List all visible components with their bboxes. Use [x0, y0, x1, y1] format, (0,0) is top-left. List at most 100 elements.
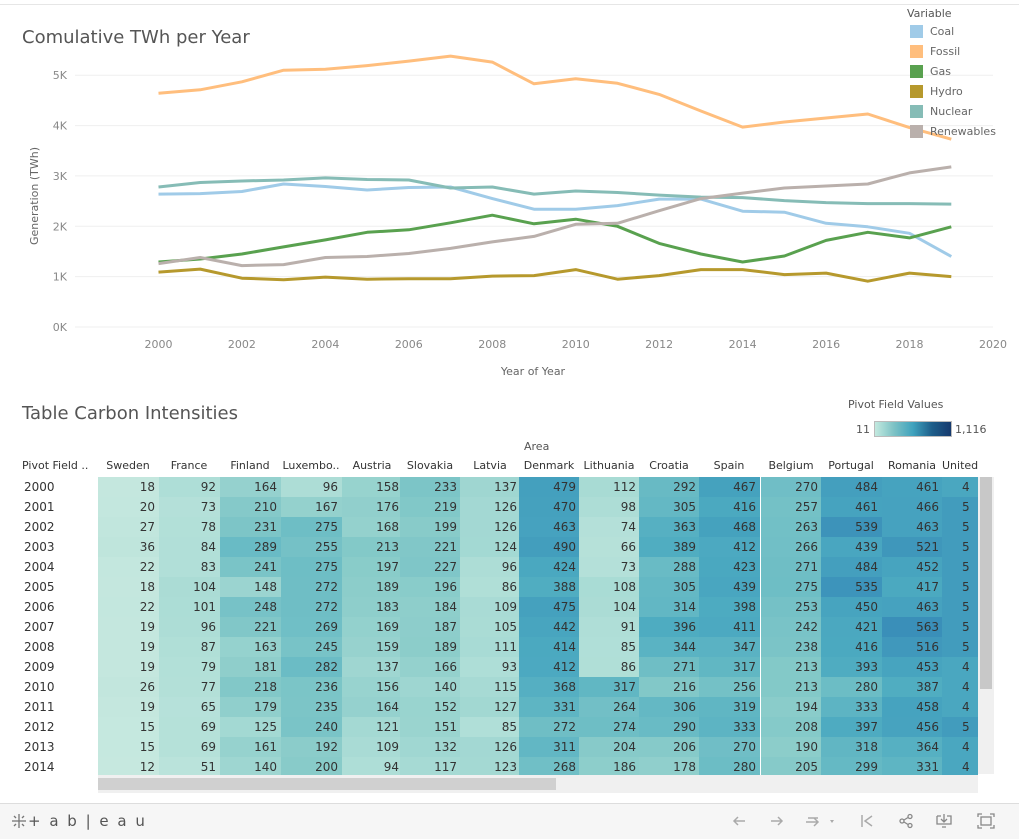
heatmap-cell[interactable]: 19 [98, 657, 159, 677]
heatmap-cell[interactable]: 19 [98, 637, 159, 657]
heatmap-cell[interactable]: 140 [220, 757, 281, 777]
heatmap-cell[interactable]: 468 [699, 517, 760, 537]
row-header-label[interactable]: Pivot Field .. [22, 459, 89, 472]
heatmap-cell[interactable]: 397 [821, 717, 882, 737]
heatmap-cell[interactable]: 163 [220, 637, 281, 657]
heatmap-cell[interactable]: 74 [579, 517, 640, 537]
heatmap-cell[interactable]: 86 [579, 657, 640, 677]
heatmap-cell[interactable]: 205 [761, 757, 822, 777]
column-header[interactable]: Finland [230, 459, 270, 472]
series-line-renewables[interactable] [158, 165, 952, 268]
heatmap-cell[interactable]: 104 [579, 597, 640, 617]
heatmap-cell[interactable]: 467 [699, 477, 760, 497]
row-year-label[interactable]: 2004 [24, 560, 55, 574]
heatmap-cell[interactable]: 289 [220, 537, 281, 557]
heatmap-cell[interactable]: 442 [519, 617, 580, 637]
heatmap-cell[interactable]: 4 [942, 757, 978, 777]
heatmap-cell[interactable]: 236 [281, 677, 342, 697]
heatmap-cell[interactable]: 275 [761, 577, 822, 597]
heatmap-cell[interactable]: 213 [342, 537, 403, 557]
heatmap-cell[interactable]: 179 [220, 697, 281, 717]
heatmap-cell[interactable]: 461 [882, 477, 943, 497]
heatmap-cell[interactable]: 151 [400, 717, 461, 737]
heatmap-cell[interactable]: 479 [519, 477, 580, 497]
heatmap-cell[interactable]: 299 [821, 757, 882, 777]
heatmap-cell[interactable]: 101 [159, 597, 220, 617]
heatmap-cell[interactable]: 484 [821, 477, 882, 497]
heatmap-cell[interactable]: 27 [98, 517, 159, 537]
heatmap-cell[interactable]: 417 [882, 577, 943, 597]
heatmap-cell[interactable]: 93 [460, 657, 521, 677]
heatmap-cell[interactable]: 292 [639, 477, 700, 497]
heatmap-cell[interactable]: 83 [159, 557, 220, 577]
heatmap-cell[interactable]: 73 [159, 497, 220, 517]
share-button[interactable] [895, 810, 917, 832]
heatmap-cell[interactable]: 314 [639, 597, 700, 617]
heatmap-cell[interactable]: 109 [342, 737, 403, 757]
heatmap-cell[interactable]: 439 [821, 537, 882, 557]
heatmap-cell[interactable]: 79 [159, 657, 220, 677]
heatmap-cell[interactable]: 398 [699, 597, 760, 617]
column-header[interactable]: Austria [352, 459, 392, 472]
heatmap-cell[interactable]: 311 [519, 737, 580, 757]
heatmap-cell[interactable]: 127 [460, 697, 521, 717]
heatmap-cell[interactable]: 5 [942, 597, 978, 617]
heatmap-cell[interactable]: 450 [821, 597, 882, 617]
heatmap-cell[interactable]: 204 [579, 737, 640, 757]
heatmap-cell[interactable]: 414 [519, 637, 580, 657]
heatmap-cell[interactable]: 164 [342, 697, 403, 717]
heatmap-cell[interactable]: 140 [400, 677, 461, 697]
series-line-coal[interactable] [158, 182, 953, 258]
heatmap-cell[interactable]: 305 [639, 497, 700, 517]
heatmap-cell[interactable]: 245 [281, 637, 342, 657]
series-line-gas[interactable] [158, 213, 952, 264]
heatmap-cell[interactable]: 210 [220, 497, 281, 517]
row-year-label[interactable]: 2000 [24, 480, 55, 494]
heatmap-cell[interactable]: 389 [639, 537, 700, 557]
heatmap-cell[interactable]: 166 [400, 657, 461, 677]
legend-item-coal[interactable]: Coal [902, 21, 1014, 41]
heatmap-cell[interactable]: 271 [639, 657, 700, 677]
heatmap-cell[interactable]: 268 [519, 757, 580, 777]
heatmap-cell[interactable]: 199 [400, 517, 461, 537]
heatmap-cell[interactable]: 22 [98, 557, 159, 577]
heatmap-cell[interactable]: 137 [460, 477, 521, 497]
heatmap-cell[interactable]: 535 [821, 577, 882, 597]
heatmap-cell[interactable]: 51 [159, 757, 220, 777]
heatmap-cell[interactable]: 148 [220, 577, 281, 597]
heatmap-cell[interactable]: 192 [281, 737, 342, 757]
heatmap-cell[interactable]: 280 [821, 677, 882, 697]
heatmap-cell[interactable]: 412 [519, 657, 580, 677]
heatmap-cell[interactable]: 282 [281, 657, 342, 677]
heatmap-cell[interactable]: 238 [761, 637, 822, 657]
column-header[interactable]: Romania [887, 459, 937, 472]
heatmap-cell[interactable]: 5 [942, 717, 978, 737]
series-line-nuclear[interactable] [158, 176, 952, 206]
heatmap-cell[interactable]: 563 [882, 617, 943, 637]
heatmap-cell[interactable]: 288 [639, 557, 700, 577]
heatmap-cell[interactable]: 242 [761, 617, 822, 637]
tableau-logo[interactable]: + a b | e a u [10, 812, 147, 830]
column-header[interactable]: Belgium [768, 459, 814, 472]
heatmap-cell[interactable]: 19 [98, 697, 159, 717]
horizontal-scroll-thumb[interactable] [98, 778, 556, 790]
heatmap-cell[interactable]: 66 [579, 537, 640, 557]
heatmap-cell[interactable]: 347 [699, 637, 760, 657]
heatmap-cell[interactable]: 412 [699, 537, 760, 557]
heatmap-cell[interactable]: 466 [882, 497, 943, 517]
heatmap-cell[interactable]: 92 [159, 477, 220, 497]
heatmap-cell[interactable]: 263 [761, 517, 822, 537]
column-header[interactable]: Lithuania [583, 459, 635, 472]
heatmap-cell[interactable]: 26 [98, 677, 159, 697]
vertical-scrollbar[interactable] [978, 477, 994, 774]
heatmap-cell[interactable]: 15 [98, 737, 159, 757]
heatmap-cell[interactable]: 274 [579, 717, 640, 737]
heatmap-cell[interactable]: 275 [281, 517, 342, 537]
row-year-label[interactable]: 2006 [24, 600, 55, 614]
heatmap-cell[interactable]: 5 [942, 497, 978, 517]
heatmap-cell[interactable]: 231 [220, 517, 281, 537]
heatmap-cell[interactable]: 5 [942, 577, 978, 597]
heatmap-cell[interactable]: 344 [639, 637, 700, 657]
heatmap-cell[interactable]: 98 [579, 497, 640, 517]
heatmap-cell[interactable]: 137 [342, 657, 403, 677]
